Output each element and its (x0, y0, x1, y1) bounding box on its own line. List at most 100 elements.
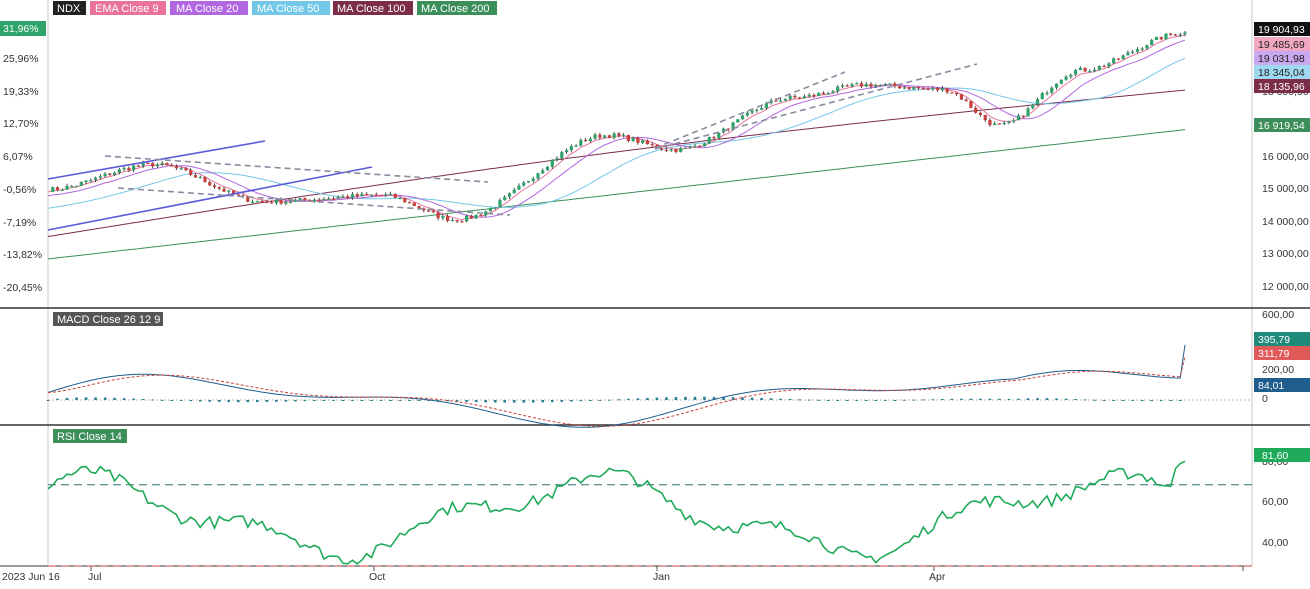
rsi-tick-60: 60,00 (1262, 496, 1288, 508)
candle-body (426, 210, 431, 212)
candle-body (289, 201, 293, 203)
candle-body (598, 134, 602, 138)
candle-body (617, 133, 621, 136)
candle-body (236, 194, 240, 196)
candle-body (650, 144, 654, 146)
ema9-chip[interactable] (90, 1, 166, 15)
macd-histogram-bar (408, 400, 411, 401)
trendline-dash-channel-top (654, 71, 846, 149)
candle-body (821, 92, 826, 95)
macd-histogram-bar (75, 397, 78, 400)
macd-histogram-bar (56, 398, 59, 400)
candle-body (269, 202, 274, 204)
ema9-line (47, 34, 1186, 221)
candle-body (1040, 93, 1044, 100)
candle-body (303, 198, 307, 200)
candle-body (1116, 58, 1120, 60)
macd-histogram-bar (1131, 400, 1134, 401)
rsi-tick-40: 40,00 (1262, 537, 1288, 549)
candle-body (1035, 99, 1040, 105)
badge-ema9-text: 19 485,69 (1258, 39, 1305, 51)
price-badges: 19 904,93 19 485,69 19 031,98 18 345,04 … (1254, 22, 1310, 132)
macd-histogram-bar (836, 400, 840, 401)
symbol-chip[interactable] (53, 1, 86, 15)
pct-label-4: 6,07% (3, 151, 33, 163)
macd-histogram-bar (931, 399, 935, 401)
macd-histogram-bar (950, 398, 954, 400)
candle-body (840, 85, 845, 87)
macd-histogram-bar (941, 399, 944, 401)
ma200-chip[interactable] (417, 1, 497, 15)
candle-body (70, 185, 74, 188)
ma100-chip[interactable] (333, 1, 413, 15)
candle-body (698, 145, 702, 148)
candle-body (974, 107, 978, 113)
macd-histogram-bar (341, 400, 345, 401)
macd-histogram-bar (160, 399, 164, 401)
candle-body (441, 215, 445, 219)
candle-body (912, 87, 916, 90)
candle-body (1064, 76, 1068, 80)
macd-title: MACD Close 26 12 9 (57, 314, 160, 326)
badge-ma200 (1254, 118, 1310, 132)
candle-body (1150, 39, 1154, 46)
macd-histogram-bar (570, 400, 573, 402)
macd-tick-200: 200,00 (1262, 364, 1294, 376)
candle-body (212, 185, 217, 188)
candle-body (731, 122, 735, 130)
macd-histogram-bar (275, 400, 278, 402)
trendline-solid-lower (47, 166, 373, 231)
macd-histogram-bar (1026, 398, 1030, 400)
macd-histogram-bar (141, 398, 145, 400)
candle-body (688, 146, 692, 148)
candle-body (122, 167, 126, 170)
candle-body (469, 215, 474, 219)
candle-body (455, 219, 459, 222)
macd-histogram-bar (979, 398, 982, 400)
price-tick-12000: 12 000,00 (1262, 281, 1309, 293)
candle-body (1078, 67, 1082, 71)
ma200-line (47, 129, 1186, 260)
candle-body (1045, 92, 1049, 95)
macd-title-chip[interactable] (53, 312, 163, 326)
candle-body (117, 169, 121, 173)
candle-body (555, 158, 559, 160)
candle-body (331, 198, 336, 200)
candle-body (407, 202, 412, 204)
macd-histogram-bar (493, 400, 497, 403)
price-tick-14000: 14 000,00 (1262, 216, 1309, 228)
candle-body (103, 173, 107, 177)
macd-histogram-bar (1093, 399, 1096, 401)
candle-body (165, 162, 169, 165)
macd-histogram-bar (760, 398, 763, 400)
candle-body (160, 162, 164, 165)
candle-body (1169, 33, 1173, 35)
candle-body (1121, 55, 1125, 60)
macd-histogram-bar (617, 399, 621, 401)
candle-body (484, 211, 488, 216)
rsi-title-chip[interactable] (53, 429, 127, 443)
percent-badge (0, 21, 46, 36)
pct-label-2: 19,33% (3, 86, 39, 98)
macd-histogram-bar (322, 400, 326, 401)
candle-body (997, 123, 1002, 125)
candle-body (522, 182, 526, 186)
ma20-chip[interactable] (170, 1, 248, 15)
badge-ma20 (1254, 51, 1310, 65)
macd-histogram-bar (198, 400, 202, 402)
macd-histogram-bar (522, 400, 526, 403)
candle-body (945, 88, 949, 93)
macd-histogram-bar (864, 400, 868, 401)
candle-body (936, 88, 940, 91)
macd-histogram-bar (208, 400, 212, 402)
macd-histogram-bar (65, 397, 69, 400)
macd-tick-0: 0 (1262, 393, 1268, 405)
candle-body (983, 114, 987, 121)
candle-body (203, 177, 207, 183)
candle-body (541, 170, 545, 174)
candle-body (341, 196, 345, 198)
candle-body (512, 189, 516, 194)
ma50-chip[interactable] (252, 1, 330, 15)
